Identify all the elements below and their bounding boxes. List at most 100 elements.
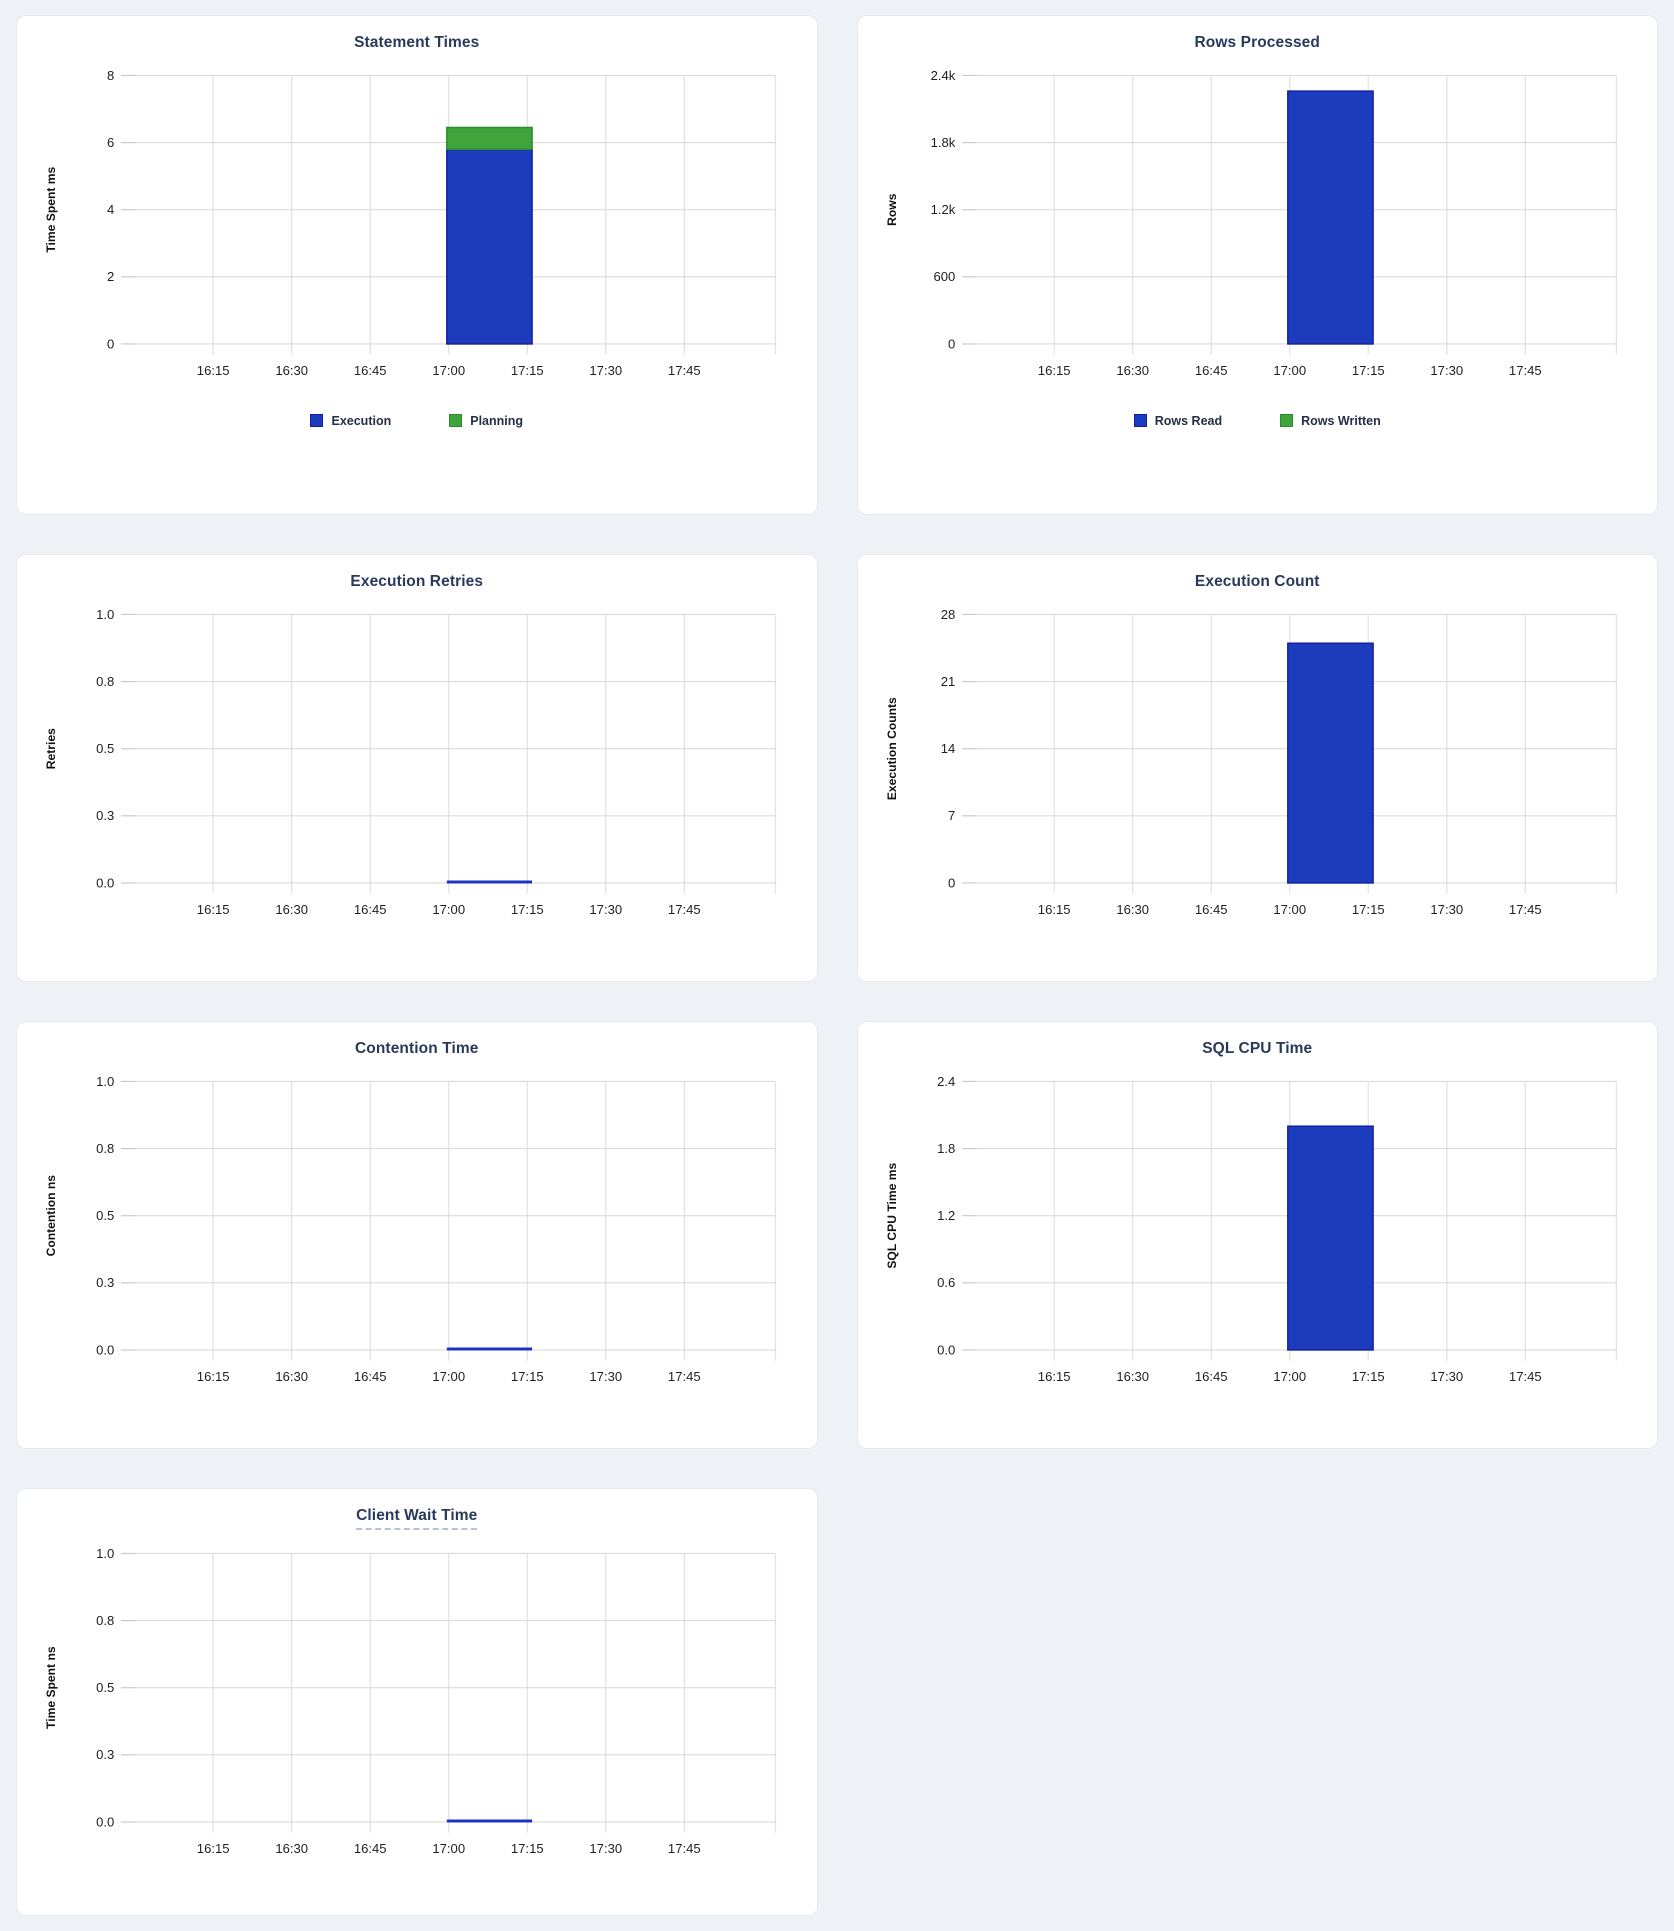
x-tick-label: 16:45 [354,363,387,378]
x-tick-label: 17:15 [511,363,544,378]
x-tick-label: 17:00 [432,902,465,917]
y-tick-label: 6 [107,135,114,150]
chart-card-sql-cpu-time: SQL CPU Time 0.0 0.6 1.2 1.8 2.4 16:15 16:30 16:… [856,1021,1658,1449]
y-tick-label: 0 [107,336,114,351]
y-tick-label: 0.0 [96,875,114,890]
chart-card-rows-processed: Rows Processed 0 600 1.2k 1.8k 2.4k 16:15 16:30… [856,15,1658,515]
y-tick-label: 14 [940,741,955,756]
x-tick-label: 16:15 [1037,902,1070,917]
chart-plot-rows-processed[interactable]: 0 600 1.2k 1.8k 2.4k 16:15 16:30 16:45 17:00 17:1… [870,58,1646,388]
x-tick-label: 16:15 [197,1369,230,1384]
x-tick-label: 16:15 [197,363,230,378]
chart-title-execution-count: Execution Count [1194,573,1320,590]
y-tick-label: 0.0 [96,1814,114,1829]
y-tick-label: 0.6 [937,1275,955,1290]
chart-plot-contention-time[interactable]: 0.0 0.3 0.5 0.8 1.0 16:15 16:30 16:45 17:00 17:15… [29,1064,805,1394]
y-tick-label: 7 [948,808,955,823]
y-tick-label: 0.5 [96,741,114,756]
chart-plot-sql-cpu-time[interactable]: 0.0 0.6 1.2 1.8 2.4 16:15 16:30 16:45 17:00 17:15… [870,1064,1646,1394]
y-tick-label: 0 [948,875,955,890]
chart-title-statement-times: Statement Times [354,34,480,51]
y-tick-label: 2.4k [930,68,955,83]
bar-sql-cpu-time [1286,1125,1374,1351]
bar-execution [446,148,533,345]
x-tick-label: 16:30 [275,1841,308,1856]
legend-swatch-blue [1133,414,1147,428]
bar-execution-count [1286,642,1374,884]
bar-rows-read [1286,90,1374,345]
chart-title-client-wait-time[interactable]: Client Wait Time [29,1507,805,1530]
x-tick-label: 16:45 [354,1369,387,1384]
y-tick-label: 2.4 [937,1074,955,1089]
y-tick-label: 0.8 [96,1613,114,1628]
x-tick-label: 17:00 [1273,1369,1306,1384]
legend-swatch-blue [310,414,324,428]
x-tick-label: 17:00 [432,1369,465,1384]
chart-card-contention-time: Contention Time 0.0 0.3 0.5 0.8 1.0 16:15 16:30… [16,1021,818,1449]
y-tick-label: 1.0 [96,1546,114,1561]
legend-label: Execution [331,413,392,428]
chart-plot-execution-count[interactable]: 0 7 14 21 28 16:15 16:30 16:45 17:00 17:15 17:30 17… [870,597,1646,927]
x-tick-label: 16:15 [197,1841,230,1856]
y-tick-label: 1.2k [930,202,955,217]
chart-legend: Rows Read Rows Written [870,414,1646,428]
y-axis-title: Time Spent ms [44,166,58,252]
chart-title-contention-time: Contention Time [355,1040,479,1057]
x-tick-label: 17:15 [1351,1369,1384,1384]
y-axis-title: Time Spent ns [44,1646,58,1729]
chart-title-rows-processed: Rows Processed [1194,34,1320,51]
x-tick-label: 17:45 [1508,902,1541,917]
x-tick-label: 16:30 [275,1369,308,1384]
x-tick-label: 16:15 [197,902,230,917]
x-tick-label: 17:30 [589,363,622,378]
x-tick-label: 16:45 [1194,1369,1227,1384]
legend-label: Rows Read [1154,413,1223,428]
chart-plot-execution-retries[interactable]: 0.0 0.3 0.5 0.8 1.0 16:15 16:30 16:45 17:00 17:15… [29,597,805,927]
chart-plot-statement-times[interactable]: 0 2 4 6 8 16:15 16:30 16:45 17:00 17:15 17:30 17:45… [29,58,805,388]
legend-label: Rows Written [1301,413,1381,428]
legend-item-rows-read: Rows Read [1133,413,1223,428]
y-tick-label: 2 [107,269,114,284]
chart-plot-client-wait-time[interactable]: 0.0 0.3 0.5 0.8 1.0 16:15 16:30 16:45 17:00 17:15… [29,1536,805,1866]
legend-swatch-green [449,414,463,428]
x-tick-label: 17:15 [1351,902,1384,917]
x-tick-label: 17:45 [1508,1369,1541,1384]
y-tick-label: 0.0 [96,1342,114,1357]
x-tick-label: 17:30 [1430,363,1463,378]
legend-item-planning: Planning [449,414,523,428]
x-tick-label: 17:45 [668,902,701,917]
legend-item-rows-written: Rows Written [1280,414,1381,428]
y-tick-label: 1.0 [96,1074,114,1089]
x-tick-label: 16:45 [354,902,387,917]
bar-planning [446,126,533,151]
y-axis-title: Retries [44,728,58,769]
y-tick-label: 21 [940,674,955,689]
x-tick-label: 17:00 [432,1841,465,1856]
y-tick-label: 0.3 [96,1747,114,1762]
x-tick-label: 17:30 [589,1369,622,1384]
charts-grid: Statement Times 0 2 4 6 8 16:15 16:30 16:45 17:00… [16,15,1658,1916]
x-tick-label: 17:15 [511,902,544,917]
y-tick-label: 0.8 [96,674,114,689]
y-tick-label: 1.2 [937,1208,955,1223]
y-tick-label: 28 [940,607,955,622]
x-tick-label: 17:15 [511,1841,544,1856]
y-tick-label: 0.8 [96,1141,114,1156]
y-tick-label: 0.3 [96,808,114,823]
x-tick-label: 17:45 [668,1841,701,1856]
x-tick-label: 16:30 [1116,1369,1149,1384]
y-axis-title: Contention ns [44,1175,58,1257]
chart-title-sql-cpu-time: SQL CPU Time [1202,1040,1313,1057]
chart-card-client-wait-time: Client Wait Time 0.0 0.3 0.5 0.8 1.0 16:15 16:3… [16,1488,818,1916]
x-tick-label: 16:30 [275,902,308,917]
y-tick-label: 0.5 [96,1680,114,1695]
x-tick-label: 16:30 [1116,902,1149,917]
x-tick-label: 17:45 [668,363,701,378]
y-tick-label: 0.0 [937,1342,955,1357]
x-tick-label: 16:45 [354,1841,387,1856]
y-tick-label: 1.0 [96,607,114,622]
x-tick-label: 17:30 [1430,1369,1463,1384]
x-tick-label: 16:45 [1194,902,1227,917]
y-axis-title: Execution Counts [885,697,899,800]
y-tick-label: 1.8 [937,1141,955,1156]
